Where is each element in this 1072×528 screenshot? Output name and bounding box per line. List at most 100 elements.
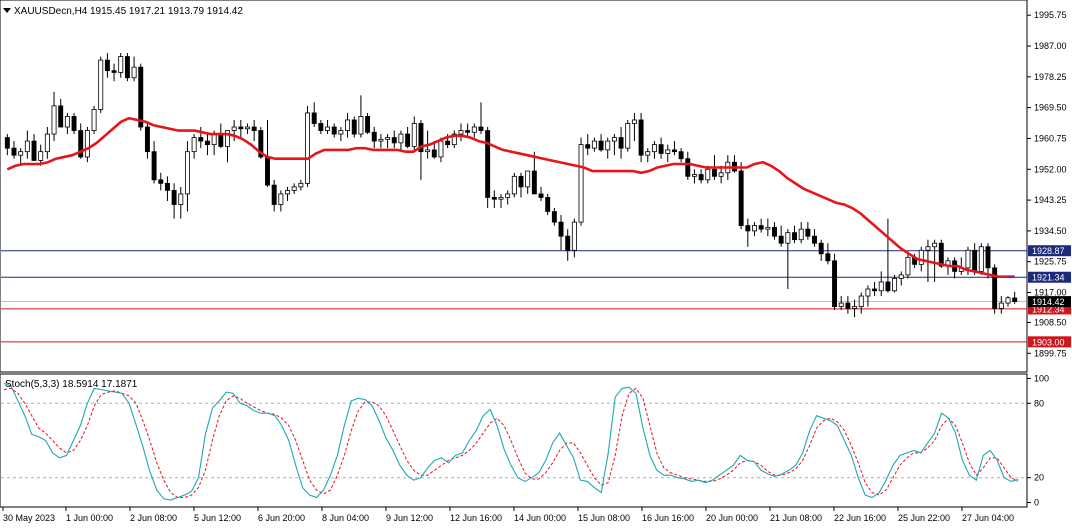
candle [458, 123, 464, 142]
candle [738, 162, 744, 230]
candle-body [565, 235, 571, 251]
candle-body [471, 126, 477, 133]
candle-body [78, 130, 84, 158]
candle [545, 193, 551, 216]
candle-body [992, 267, 998, 309]
price-tick-label: 1952.00 [1034, 164, 1067, 174]
candle [358, 95, 364, 138]
time-tick-label: 2 Jun 08:00 [130, 513, 177, 523]
candle-body [144, 126, 150, 153]
candle-body [1012, 297, 1018, 303]
time-tick-label: 21 Jun 08:00 [770, 513, 822, 523]
candle-body [11, 147, 17, 156]
candle-body [578, 144, 584, 223]
candle-body [545, 197, 551, 212]
candle-body [738, 170, 744, 227]
candle [311, 102, 317, 128]
candle [1005, 296, 1011, 307]
candle [598, 134, 604, 152]
candle [538, 186, 544, 201]
candle [792, 225, 797, 244]
level-price-tag-label: 1921.34 [1032, 273, 1065, 283]
candle [685, 151, 691, 180]
candle-body [151, 151, 157, 181]
candle [405, 127, 411, 149]
candle [64, 112, 70, 135]
stoch-tick-label: 20 [1034, 473, 1044, 483]
candle [131, 56, 137, 82]
candle [571, 218, 577, 258]
price-tags-group: 1928.87 1921.34 1912.34 1903.00 1914.42 [1028, 245, 1071, 348]
candle [638, 112, 644, 163]
candle [91, 105, 97, 135]
candle [858, 292, 864, 314]
candle [365, 112, 371, 135]
time-tick-label: 6 Jun 20:00 [258, 513, 305, 523]
stoch-signal-line [3, 387, 1019, 499]
candle [485, 127, 491, 209]
price-tick-label: 1969.50 [1034, 103, 1067, 113]
candle [845, 296, 851, 314]
candle-body [231, 126, 237, 131]
price-tick-label: 1908.50 [1034, 317, 1067, 327]
candle-body [838, 302, 844, 308]
moving-average-line [6, 116, 1007, 278]
ohlc-readout: 1915.45 1917.21 1913.79 1914.42 [90, 6, 243, 17]
candle-body [425, 149, 431, 153]
stoch-tick-label: 80 [1034, 398, 1044, 408]
candle [238, 119, 244, 138]
candle [144, 123, 150, 159]
candle-body [131, 66, 137, 79]
candle [151, 141, 157, 184]
candle [591, 137, 597, 152]
candle [785, 229, 791, 290]
moving-average-group [6, 116, 1015, 278]
candle-body [865, 288, 871, 297]
candle-body [852, 306, 858, 309]
candle [865, 285, 871, 307]
time-tick-label: 22 Jun 16:00 [834, 513, 886, 523]
candle-body [651, 144, 657, 153]
candle [31, 134, 37, 161]
collapse-triangle-icon[interactable] [3, 8, 11, 13]
candle [291, 183, 297, 194]
candle [698, 169, 704, 184]
candle [44, 127, 50, 159]
candle [985, 243, 991, 279]
candle-body [611, 137, 617, 142]
candle-body [204, 140, 210, 146]
candle-body [4, 137, 10, 149]
candle-body [711, 168, 717, 177]
candle-body [84, 130, 90, 158]
candle-body [271, 184, 277, 205]
candle [691, 169, 697, 184]
candle [565, 229, 571, 261]
candle [498, 193, 504, 209]
candle [251, 119, 257, 142]
stoch-y-axis: 100 80 20 0 [1027, 373, 1049, 508]
time-tick-label: 20 Jun 00:00 [706, 513, 758, 523]
candle-body [44, 133, 50, 153]
candle-body [158, 179, 164, 184]
candle-body [478, 126, 484, 131]
candle-body [885, 281, 891, 292]
candle-body [598, 140, 604, 151]
candle [611, 134, 617, 156]
candle [71, 112, 77, 135]
stoch-indicator-label: Stoch(5,3,3) 18.5914 17.1871 [5, 379, 138, 390]
candle-body [558, 221, 564, 237]
candle [825, 243, 831, 265]
candle [325, 119, 331, 135]
candle [471, 123, 477, 138]
candle [418, 119, 424, 180]
time-tick-label: 12 Jun 16:00 [450, 513, 502, 523]
candle [451, 130, 457, 149]
candle-body [965, 249, 971, 269]
candle-body [605, 140, 611, 151]
candle [184, 141, 190, 212]
candle-body [38, 151, 44, 161]
candle [932, 239, 938, 282]
candle-body [691, 174, 697, 177]
candle [585, 134, 591, 156]
candle-body [591, 140, 597, 149]
